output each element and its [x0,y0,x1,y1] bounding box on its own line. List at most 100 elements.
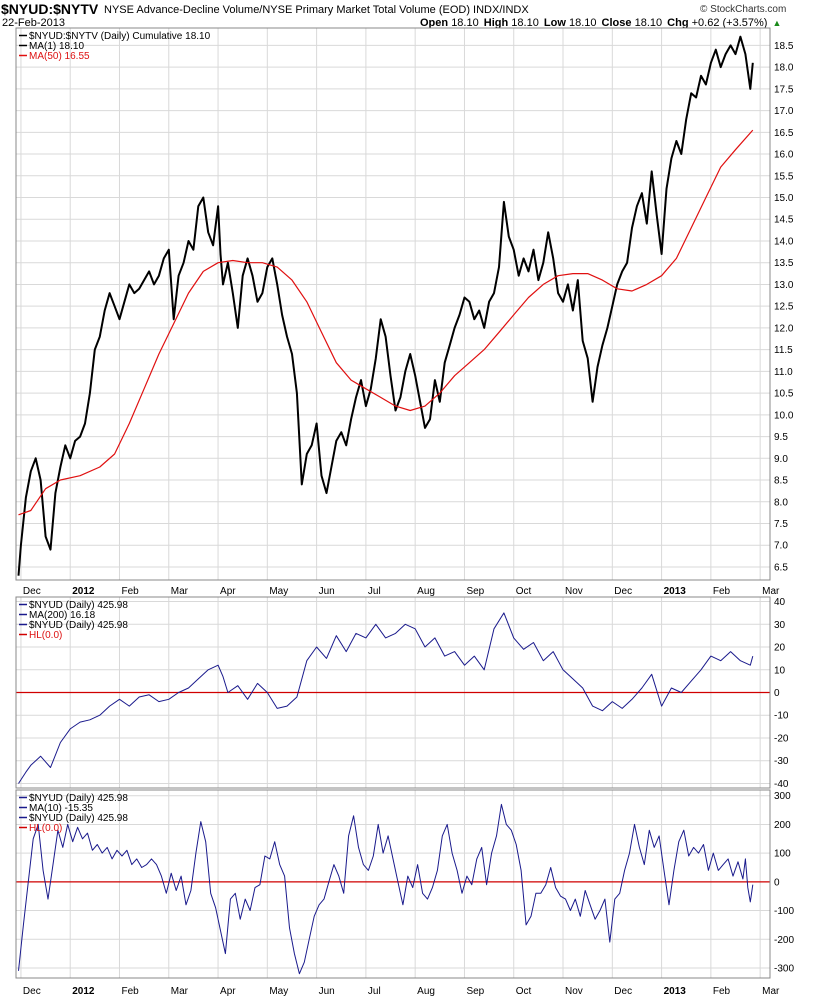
panel-frame [15,596,771,789]
x-tick-label: Dec [614,586,632,597]
x-tick-label: Feb [121,586,139,597]
x-tick-label: Feb [121,986,139,997]
legend-entry: HL(0.0) [29,823,62,834]
x-tick-label: Sep [466,986,484,997]
y-tick-label: 11.0 [774,367,793,378]
open-label: Open [420,17,449,29]
legend-entry: MA(200) 16.18 [29,610,96,621]
x-tick-label: 2012 [72,586,95,597]
series-line-price [17,35,754,576]
legend-entry: HL(0.0) [29,630,62,641]
x-tick-label: Feb [713,586,731,597]
y-tick-label: 18.0 [774,63,794,74]
y-tick-label: -100 [774,906,794,917]
y-tick-label: 15.0 [774,193,794,204]
legend-entry: $NYUD (Daily) 425.98 [29,600,128,611]
legend-entry: $NYUD (Daily) 425.98 [29,620,128,631]
y-tick-label: 9.5 [774,432,788,443]
y-tick-label: 30 [774,620,786,631]
x-tick-label: Oct [516,986,532,997]
series-line-ma10 [18,803,754,975]
x-tick-label: 2013 [664,586,687,597]
y-tick-label: 10 [774,665,786,676]
series-line-ma200 [18,612,754,784]
y-tick-label: -20 [774,733,789,744]
y-tick-label: 6.5 [774,562,788,573]
x-tick-label: Dec [614,986,632,997]
open-value: 18.10 [451,17,479,29]
y-tick-label: 18.5 [774,41,794,52]
x-tick-label: 2012 [72,986,95,997]
y-tick-label: 8.5 [774,476,788,487]
y-tick-label: 0 [774,877,780,888]
legend-entry: $NYUD:$NYTV (Daily) Cumulative 18.10 [29,31,211,42]
panel-1: 6.5 7.0 7.5 8.0 8.5 9.0 9.5 10.0 10.5 11.0 11.5 12.… [15,27,794,597]
y-tick-label: 15.5 [774,171,794,182]
low-label: Low [543,17,566,29]
x-tick-label: 2013 [664,986,687,997]
high-value: 18.10 [511,17,539,29]
y-tick-label: 12.0 [774,323,794,334]
y-tick-label: 0 [774,688,780,699]
y-tick-label: 16.5 [774,128,794,139]
y-tick-label: 10.0 [774,410,794,421]
y-tick-label: 16.0 [774,150,794,161]
y-tick-label: 100 [774,849,791,860]
x-tick-label: Mar [762,586,780,597]
chg-label: Chg [667,17,689,29]
y-tick-label: 9.0 [774,454,788,465]
y-tick-label: 14.5 [774,215,794,226]
legend-entry: $NYUD (Daily) 425.98 [29,813,128,824]
y-tick-label: 12.5 [774,302,794,313]
y-tick-label: 13.5 [774,258,794,269]
legend-entry: MA(1) 18.10 [29,41,84,52]
x-tick-label: May [269,986,288,997]
y-tick-label: -300 [774,963,794,974]
y-tick-label: 40 [774,597,786,608]
x-tick-label: Mar [762,986,780,997]
close-label: Close [601,17,632,29]
y-tick-label: -200 [774,935,794,946]
chart-symbol: $NYUD:$NYTV [1,1,99,17]
x-tick-label: Sep [466,586,484,597]
chart-date: 22-Feb-2013 [2,17,65,29]
chg-value: +0.62 (+3.57%) [691,17,768,29]
y-tick-label: 200 [774,820,791,831]
x-tick-label: Nov [565,586,583,597]
x-tick-label: Jul [368,586,381,597]
x-tick-label: Nov [565,986,583,997]
y-tick-label: 10.5 [774,389,794,400]
y-tick-label: -40 [774,779,789,790]
x-tick-label: Dec [23,586,41,597]
x-tick-label: Jun [319,586,335,597]
x-tick-label: Mar [171,986,189,997]
low-value: 18.10 [568,17,597,29]
y-tick-label: 7.0 [774,541,788,552]
y-tick-label: -30 [774,756,789,767]
x-tick-label: Feb [713,986,731,997]
chart-description: NYSE Advance-Decline Volume/NYSE Primary… [104,4,529,16]
x-tick-label: Mar [171,586,189,597]
panel-frame [15,789,771,979]
legend-entry: MA(50) 16.55 [29,51,90,62]
close-value: 18.10 [634,17,663,29]
y-tick-label: 11.5 [774,345,793,356]
quote-bar: Open 18.10 High 18.10 Low 18.10 Close 18… [420,17,783,29]
x-tick-label: Jun [319,986,335,997]
y-tick-label: 13.0 [774,280,794,291]
series-line-ma50 [18,129,754,516]
y-tick-label: 7.5 [774,519,788,530]
y-tick-label: 14.0 [774,236,794,247]
y-tick-label: 17.0 [774,106,794,117]
panel-frame [15,27,771,581]
up-arrow-icon: ▲ [772,18,782,28]
x-tick-label: Jul [368,986,381,997]
y-tick-label: 8.0 [774,497,788,508]
x-tick-label: Aug [417,986,435,997]
x-tick-label: Aug [417,586,435,597]
y-tick-label: 300 [774,791,791,802]
x-tick-label: Dec [23,986,41,997]
x-tick-label: Apr [220,586,236,597]
panel-2: -40 -30 -20 -10 0 10 20 30 40 $NYUD (Daily) 425.9… [15,596,789,790]
y-tick-label: -10 [774,711,789,722]
